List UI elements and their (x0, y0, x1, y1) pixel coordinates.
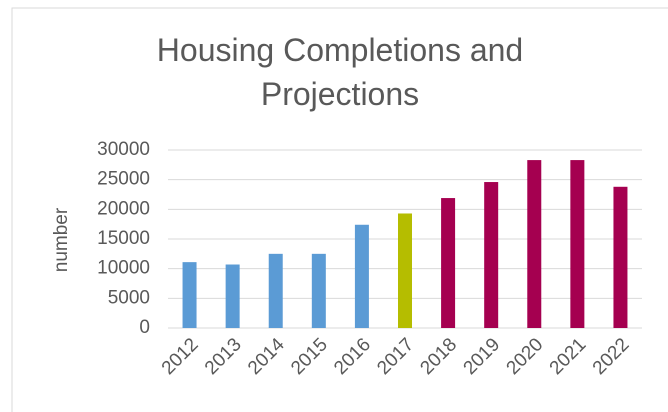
y-tick-label: 10000 (97, 258, 150, 279)
x-tick-label: 2022 (589, 334, 634, 379)
x-tick-label: 2019 (460, 334, 505, 379)
bar (441, 198, 456, 328)
chart-title: Housing Completions and Projections (156, 32, 524, 112)
y-axis-label: number (51, 207, 72, 272)
bar (570, 160, 585, 328)
y-tick-label: 30000 (97, 139, 150, 160)
y-tick-label: 0 (139, 317, 150, 338)
x-tick-label: 2012 (158, 334, 203, 379)
x-tick-label: 2014 (244, 334, 289, 379)
bar (268, 253, 283, 328)
bar (354, 224, 369, 328)
y-tick-label: 25000 (97, 169, 150, 190)
bar (398, 213, 412, 328)
x-tick-label: 2020 (503, 334, 548, 379)
x-tick-label: 2016 (330, 334, 375, 379)
x-tick-label: 2018 (416, 334, 461, 379)
bar (311, 253, 326, 328)
x-tick-label: 2015 (287, 334, 332, 379)
y-tick-label: 15000 (97, 228, 150, 249)
bar (613, 186, 628, 328)
y-tick-label: 5000 (108, 287, 150, 308)
bar (527, 160, 542, 328)
bar (182, 262, 197, 328)
chart-border (11, 7, 668, 412)
x-tick-label: 2021 (546, 334, 591, 379)
x-tick-label: 2013 (201, 334, 246, 379)
bar (484, 182, 499, 328)
x-tick-label: 2017 (373, 334, 418, 379)
y-tick-label: 20000 (97, 198, 150, 219)
bar (225, 264, 240, 328)
